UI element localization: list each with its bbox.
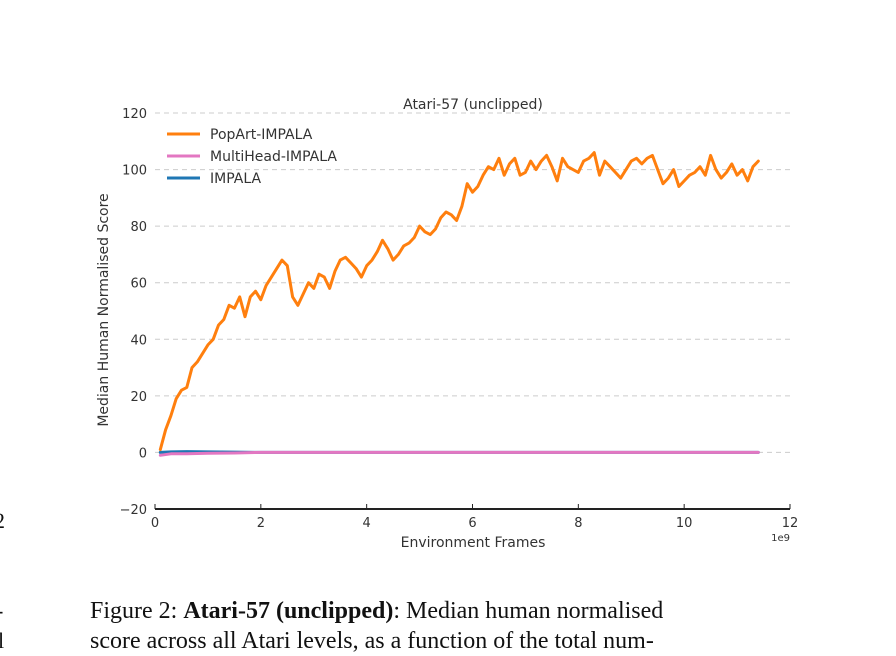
legend-entry: IMPALA <box>210 171 261 187</box>
axes <box>154 504 791 510</box>
y-tick-label: 40 <box>130 333 147 348</box>
y-tick-label: 80 <box>130 220 147 235</box>
y-tick-label: 60 <box>130 277 147 292</box>
chart-title: Atari-57 (unclipped) <box>403 97 543 113</box>
y-axis-label: Median Human Normalised Score <box>96 193 112 426</box>
x-tick-label: 6 <box>468 516 476 531</box>
x-tick-label: 4 <box>363 516 371 531</box>
caption-text: : Median human normalised <box>393 598 664 624</box>
x-tick-label: 2 <box>257 516 265 531</box>
y-tick-label: 120 <box>122 107 147 122</box>
x-tick-label: 0 <box>151 516 159 531</box>
margin-fragment: l <box>0 628 5 653</box>
x-tick-label: 12 <box>782 516 799 531</box>
y-tick-label: 0 <box>139 446 147 461</box>
line-chart: 0 2 4 6 8 10 12 −20 0 20 40 60 80 100 120 PopArt-IMPAL… <box>96 97 799 551</box>
margin-fragment: 2 <box>0 508 5 534</box>
legend-entry: MultiHead-IMPALA <box>210 149 337 165</box>
x-axis-label: Environment Frames <box>401 535 546 551</box>
y-tick-label: −20 <box>120 503 147 518</box>
series-line-popart-impala <box>158 151 760 452</box>
tick-labels: 0 2 4 6 8 10 12 −20 0 20 40 60 80 100 120 <box>120 107 799 531</box>
x-axis-offset-label: 1e9 <box>771 533 790 544</box>
margin-fragment: - <box>0 598 3 624</box>
caption-line2: score across all Atari levels, as a func… <box>90 628 654 654</box>
series-lines <box>158 151 760 457</box>
x-tick-label: 10 <box>676 516 693 531</box>
caption-bold: Atari-57 (unclipped) <box>183 598 394 624</box>
series-line-multihead-impala <box>158 450 760 457</box>
figure-caption: Figure 2: Atari-57 (unclipped): Median h… <box>90 596 850 656</box>
legend: PopArt-IMPALA MultiHead-IMPALA IMPALA <box>167 127 337 187</box>
x-tick-label: 8 <box>574 516 582 531</box>
caption-prefix: Figure 2: <box>90 598 184 624</box>
legend-entry: PopArt-IMPALA <box>210 127 313 143</box>
y-tick-label: 20 <box>130 390 147 405</box>
y-tick-label: 100 <box>122 164 147 179</box>
